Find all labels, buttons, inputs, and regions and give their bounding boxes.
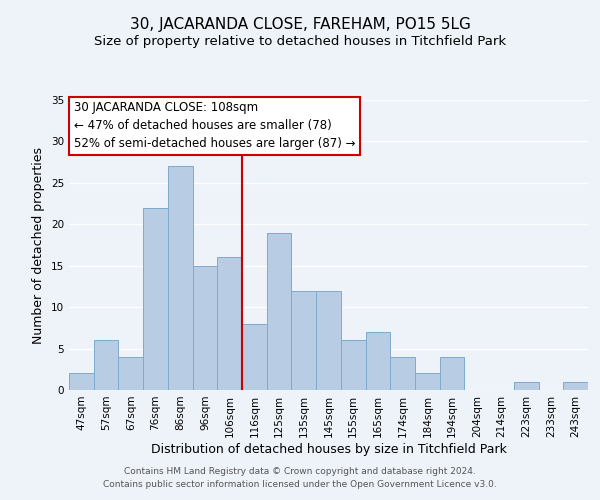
Text: Contains HM Land Registry data © Crown copyright and database right 2024.: Contains HM Land Registry data © Crown c… (124, 467, 476, 476)
Bar (168, 166, 193, 390)
Text: 30 JACARANDA CLOSE: 108sqm
← 47% of detached houses are smaller (78)
52% of semi: 30 JACARANDA CLOSE: 108sqm ← 47% of deta… (74, 102, 356, 150)
X-axis label: Distribution of detached houses by size in Titchfield Park: Distribution of detached houses by size … (151, 442, 506, 456)
Text: Contains public sector information licensed under the Open Government Licence v3: Contains public sector information licen… (103, 480, 497, 489)
Bar (341, 340, 365, 390)
Bar (193, 266, 217, 390)
Bar (267, 232, 292, 390)
Bar (365, 332, 390, 390)
Bar (440, 357, 464, 390)
Bar (563, 382, 588, 390)
Bar (242, 324, 267, 390)
Bar (94, 340, 118, 390)
Bar (118, 357, 143, 390)
Text: Size of property relative to detached houses in Titchfield Park: Size of property relative to detached ho… (94, 35, 506, 48)
Bar (316, 290, 341, 390)
Bar (415, 374, 440, 390)
Bar (390, 357, 415, 390)
Bar (292, 290, 316, 390)
Y-axis label: Number of detached properties: Number of detached properties (32, 146, 46, 344)
Bar (69, 374, 94, 390)
Bar (217, 258, 242, 390)
Bar (143, 208, 168, 390)
Bar (514, 382, 539, 390)
Text: 30, JACARANDA CLOSE, FAREHAM, PO15 5LG: 30, JACARANDA CLOSE, FAREHAM, PO15 5LG (130, 18, 470, 32)
